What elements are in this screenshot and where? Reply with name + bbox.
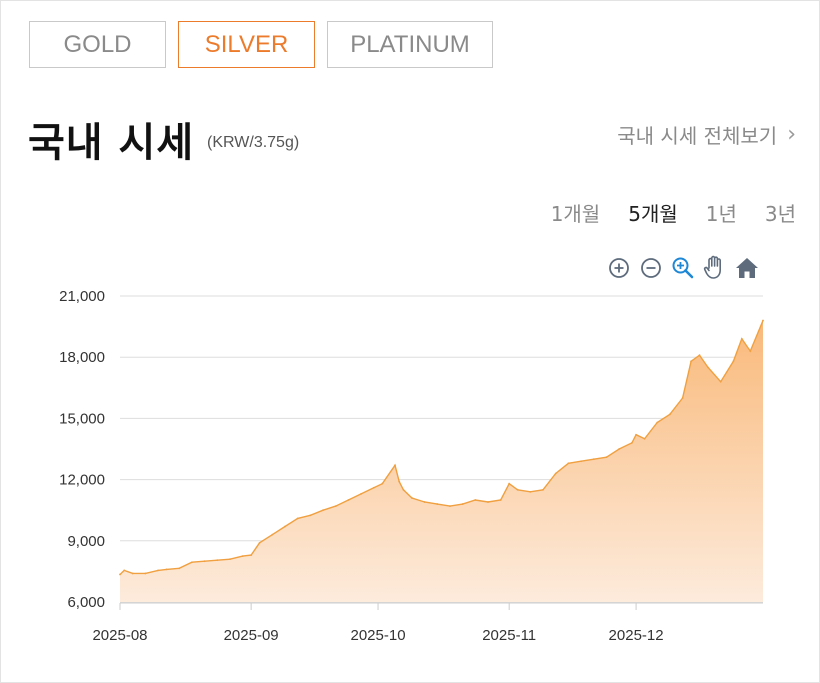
data-point bbox=[681, 397, 684, 399]
data-point bbox=[508, 482, 511, 485]
data-point bbox=[398, 480, 401, 483]
data-point bbox=[381, 482, 384, 485]
data-point bbox=[698, 354, 701, 357]
price-area bbox=[120, 320, 763, 602]
data-point bbox=[157, 569, 159, 572]
pan-hand-icon[interactable] bbox=[702, 254, 728, 282]
x-tick-label: 2025-08 bbox=[92, 627, 147, 644]
data-point bbox=[749, 350, 752, 352]
data-point bbox=[203, 560, 206, 563]
zoom-in-icon[interactable] bbox=[606, 254, 632, 282]
data-point bbox=[719, 380, 722, 383]
period-1-year[interactable]: 1년 bbox=[705, 202, 737, 226]
data-point bbox=[402, 488, 405, 491]
period-5-months[interactable]: 5개월 bbox=[628, 202, 678, 226]
data-point bbox=[360, 492, 363, 495]
period-selector: 1개월 5개월 1년 3년 bbox=[551, 198, 796, 227]
data-point bbox=[669, 413, 671, 416]
data-point bbox=[690, 360, 692, 363]
data-points bbox=[119, 319, 764, 576]
home-reset-icon[interactable] bbox=[734, 254, 760, 282]
magnifier-zoom-icon[interactable] bbox=[670, 254, 696, 282]
period-1-month[interactable]: 1개월 bbox=[550, 202, 601, 226]
y-tick-label: 18,000 bbox=[59, 349, 105, 366]
data-point bbox=[592, 458, 595, 461]
data-point bbox=[529, 490, 532, 493]
data-point bbox=[258, 541, 261, 544]
data-point bbox=[119, 573, 121, 576]
unit-label: (KRW/3.75g) bbox=[207, 134, 300, 151]
data-point bbox=[449, 505, 451, 508]
data-point bbox=[474, 499, 477, 501]
y-tick-label: 15,000 bbox=[59, 410, 105, 427]
data-point bbox=[284, 525, 286, 528]
y-tick-label: 12,000 bbox=[59, 472, 105, 489]
data-point bbox=[241, 555, 244, 557]
data-point bbox=[643, 437, 646, 440]
data-point bbox=[707, 366, 709, 369]
period-3-years[interactable]: 3년 bbox=[764, 202, 796, 226]
data-point bbox=[250, 554, 253, 556]
data-point bbox=[123, 569, 126, 572]
x-tick-label: 2025-12 bbox=[609, 627, 664, 644]
data-point bbox=[410, 497, 413, 499]
x-axis: 2025-08 2025-09 2025-10 2025-11 2025-12 bbox=[92, 602, 763, 644]
data-point bbox=[322, 509, 324, 512]
tab-platinum[interactable]: PLATINUM bbox=[327, 21, 493, 68]
data-point bbox=[423, 501, 426, 503]
tab-gold[interactable]: GOLD bbox=[29, 21, 166, 68]
data-point bbox=[516, 488, 519, 491]
data-point bbox=[461, 503, 464, 505]
data-point bbox=[630, 441, 633, 444]
y-tick-label: 9,000 bbox=[67, 533, 105, 550]
data-point bbox=[271, 533, 274, 536]
data-point bbox=[542, 488, 544, 491]
chart-toolbar bbox=[606, 254, 760, 282]
data-point bbox=[394, 464, 396, 467]
view-all-label: 국내 시세 전체보기 bbox=[617, 124, 778, 148]
data-point bbox=[372, 486, 375, 489]
data-point bbox=[762, 319, 764, 322]
view-all-link[interactable]: 국내 시세 전체보기 › bbox=[617, 120, 796, 149]
data-point bbox=[487, 501, 489, 503]
data-point bbox=[499, 499, 502, 501]
data-point bbox=[131, 572, 134, 575]
data-point bbox=[229, 558, 231, 561]
data-point bbox=[334, 505, 337, 508]
data-point bbox=[216, 559, 219, 562]
data-point bbox=[144, 572, 147, 575]
y-tick-label: 21,000 bbox=[59, 288, 105, 305]
data-point bbox=[178, 567, 181, 570]
data-point bbox=[347, 499, 350, 501]
data-point bbox=[436, 503, 439, 505]
data-point bbox=[732, 360, 735, 363]
data-point bbox=[740, 337, 743, 340]
data-point bbox=[309, 514, 312, 517]
page-title: 국내 시세 bbox=[28, 120, 195, 166]
data-point bbox=[165, 568, 168, 571]
x-tick-label: 2025-09 bbox=[224, 627, 279, 644]
data-point bbox=[554, 472, 557, 475]
data-point bbox=[296, 517, 299, 520]
data-point bbox=[567, 462, 570, 465]
zoom-out-icon[interactable] bbox=[638, 254, 664, 282]
data-point bbox=[191, 561, 193, 564]
y-axis: 6,000 9,000 12,000 15,000 18,000 21,000 bbox=[59, 288, 105, 611]
data-point bbox=[635, 433, 637, 436]
x-tick-label: 2025-10 bbox=[351, 627, 406, 644]
data-point bbox=[605, 456, 608, 459]
y-tick-label: 6,000 bbox=[67, 594, 105, 611]
tab-silver[interactable]: SILVER bbox=[178, 21, 315, 68]
data-point bbox=[618, 448, 621, 450]
chevron-right-icon: › bbox=[787, 122, 796, 147]
x-tick-label: 2025-11 bbox=[482, 627, 536, 644]
data-point bbox=[656, 421, 659, 424]
data-point bbox=[580, 460, 582, 463]
